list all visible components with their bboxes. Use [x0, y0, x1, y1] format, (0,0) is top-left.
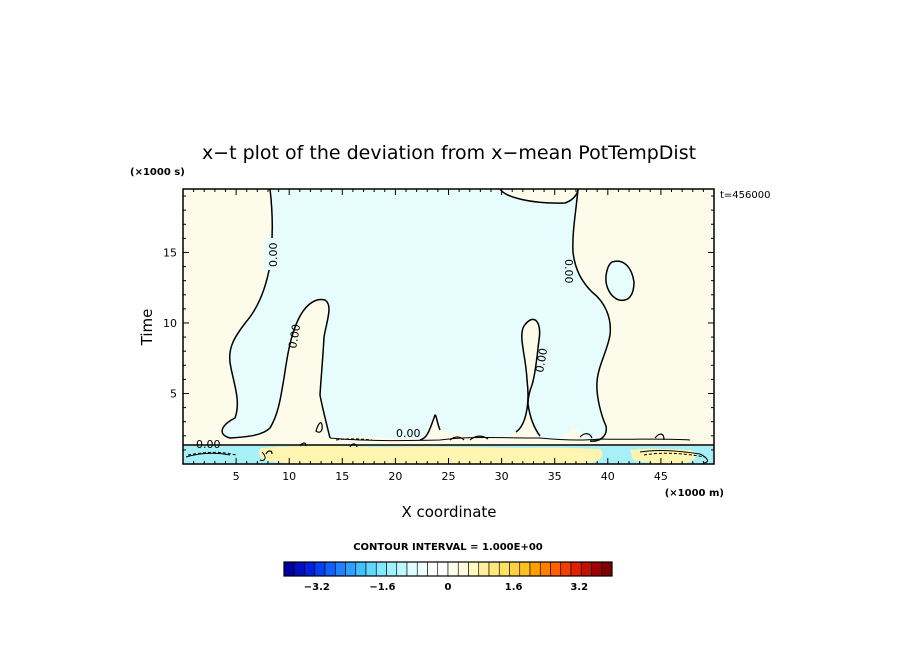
colorbar-cell [365, 561, 377, 577]
contour-line [515, 318, 541, 437]
x-ticks: 5 10 15 20 25 30 35 40 45 [193, 189, 704, 483]
y-tick-label: 15 [163, 246, 177, 259]
colorbar-cell [334, 561, 346, 577]
contour-label: 0.00 [196, 438, 221, 451]
colorbar-cell [519, 561, 531, 577]
colorbar-cell [427, 561, 439, 577]
contour-label-bg [264, 238, 280, 270]
contour-line [185, 450, 708, 464]
contour-label: 0.00 [562, 259, 575, 284]
contour-line [265, 422, 665, 455]
contours [183, 189, 714, 464]
warm-patch [630, 448, 696, 464]
y-tick-label: 5 [170, 387, 177, 400]
colorbar-tick-label: 3.2 [570, 582, 588, 593]
colorbar-cell [601, 561, 613, 577]
colorbar-ticks: −3.2 −1.6 0 1.6 3.2 [304, 582, 588, 593]
colorbar-cell [560, 561, 572, 577]
x-tick-label: 10 [282, 470, 296, 483]
colorbar-cell [550, 561, 562, 577]
colorbar-cell [591, 561, 603, 577]
negative-region-main [222, 189, 611, 442]
contour-line [221, 189, 331, 439]
colorbar-cell [314, 561, 326, 577]
contour-line-dashed [187, 438, 706, 458]
colorbar-tick-label: 1.6 [505, 582, 523, 593]
colorbar-cell [345, 561, 357, 577]
colorbar-cell [580, 561, 592, 577]
contour-line [572, 189, 612, 442]
x-tick-label: 5 [233, 470, 240, 483]
x-tick-label: 30 [495, 470, 509, 483]
warm-band [259, 446, 603, 464]
x-axis-label: X coordinate [401, 503, 496, 521]
colorbar-tick-label: −3.2 [304, 582, 330, 593]
colorbar-cell [478, 561, 490, 577]
x-tick-label: 15 [335, 470, 349, 483]
colorbar-cell [509, 561, 521, 577]
contour-line [605, 260, 635, 302]
y-axis-label: Time [138, 309, 156, 347]
x-tick-label: 40 [601, 470, 615, 483]
contour-label: 0.00 [286, 323, 303, 349]
colorbar-cell [324, 561, 336, 577]
colorbar [283, 561, 613, 577]
negative-blob [605, 261, 634, 301]
contour-label: 0.00 [533, 347, 550, 373]
contour-line [419, 414, 441, 441]
colorbar-cell [468, 561, 480, 577]
colorbar-cell [416, 561, 428, 577]
y-unit-label: (×1000 s) [130, 167, 185, 178]
colorbar-cell [304, 561, 316, 577]
colorbar-cell [406, 561, 418, 577]
colorbar-cell [539, 561, 551, 577]
x-tick-label: 25 [442, 470, 456, 483]
time-annotation: t=456000 [720, 190, 770, 201]
colorbar-cell [437, 561, 449, 577]
plot-area: 0.00 0.00 0.00 0.00 0.00 0.00 [183, 189, 714, 464]
y-ticks: 5 10 15 [163, 195, 714, 451]
contour-labels: 0.00 0.00 0.00 0.00 0.00 0.00 [196, 238, 575, 451]
colorbar-cell [293, 561, 305, 577]
colorbar-cell [447, 561, 459, 577]
colorbar-cell [488, 561, 500, 577]
colorbar-cell [570, 561, 582, 577]
x-tick-label: 20 [388, 470, 402, 483]
x-unit-label: (×1000 m) [665, 488, 724, 499]
colorbar-cell [498, 561, 510, 577]
colorbar-cell [283, 561, 295, 577]
colorbar-cell [396, 561, 408, 577]
contour-label: 0.00 [267, 243, 280, 268]
contour-line [329, 437, 691, 442]
contour-label: 0.00 [396, 427, 421, 440]
chart-title: x−t plot of the deviation from x−mean Po… [202, 142, 696, 164]
y-tick-label: 10 [163, 317, 177, 330]
colorbar-cell [375, 561, 387, 577]
contour-interval: CONTOUR INTERVAL = 1.000E+00 [353, 542, 543, 553]
colorbar-tick-label: −1.6 [369, 582, 395, 593]
x-tick-label: 35 [548, 470, 562, 483]
x-tick-label: 45 [654, 470, 668, 483]
colorbar-tick-label: 0 [445, 582, 452, 593]
colorbar-frame [283, 561, 613, 577]
colorbar-cell [355, 561, 367, 577]
colorbar-cell [529, 561, 541, 577]
contour-line [499, 189, 579, 204]
colorbar-cell [457, 561, 469, 577]
colorbar-cell [386, 561, 398, 577]
